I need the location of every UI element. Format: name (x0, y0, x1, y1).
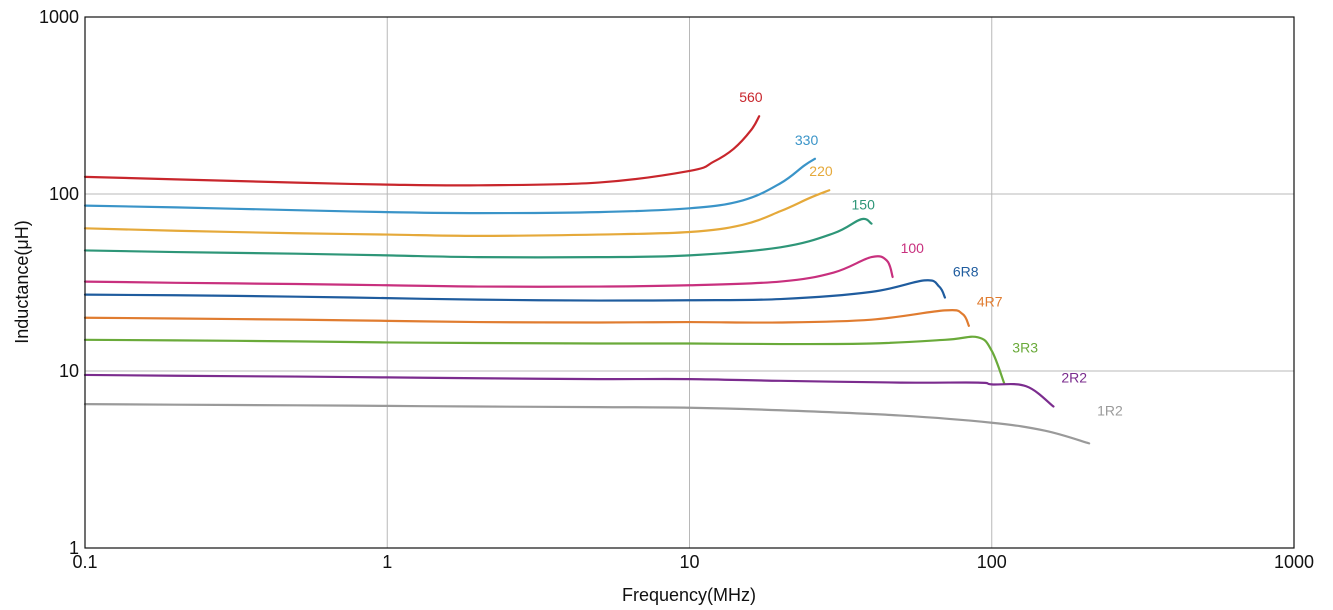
y-tick-layer: 1 10 100 1000 (39, 7, 79, 558)
x-tick-label: 1 (382, 552, 392, 572)
series-line-4r7 (83, 309, 970, 327)
series-line-1r2 (83, 403, 1091, 445)
series-label-1r2: 1R2 (1097, 403, 1123, 419)
grid-layer (85, 17, 1294, 548)
series-layer (83, 115, 1091, 445)
series-label-4r7: 4R7 (977, 293, 1003, 309)
series-label-150: 150 (852, 197, 876, 213)
series-line-100 (83, 255, 894, 288)
y-axis-label: Inductance(μH) (12, 220, 32, 343)
series-label-6r8: 6R8 (953, 263, 979, 279)
x-tick-label: 0.1 (72, 552, 97, 572)
y-tick-label: 100 (49, 184, 79, 204)
x-tick-label: 10 (679, 552, 699, 572)
series-label-560: 560 (739, 89, 763, 105)
series-label-3r3: 3R3 (1012, 339, 1038, 355)
x-tick-layer: 0.1 1 10 100 1000 (72, 552, 1314, 572)
y-tick-label: 1000 (39, 7, 79, 27)
series-line-6r8 (83, 279, 947, 302)
y-tick-label: 10 (59, 361, 79, 381)
series-line-150 (83, 217, 873, 259)
series-label-2r2: 2R2 (1061, 370, 1087, 386)
x-axis-label: Frequency(MHz) (622, 585, 756, 605)
series-line-220 (83, 189, 831, 237)
series-line-2r2 (83, 373, 1055, 408)
y-tick-label: 1 (69, 538, 79, 558)
x-tick-label: 1000 (1274, 552, 1314, 572)
series-label-330: 330 (795, 132, 819, 148)
series-label-220: 220 (809, 163, 833, 179)
series-line-3r3 (83, 335, 1006, 385)
series-label-100: 100 (901, 240, 925, 256)
series-line-330 (83, 157, 817, 215)
series-line-560 (83, 115, 761, 187)
x-tick-label: 100 (977, 552, 1007, 572)
series-label-layer: 560 330 220 150 100 6R8 4R7 3R3 2R2 1R2 (739, 89, 1123, 419)
plot-border (84, 16, 1295, 549)
